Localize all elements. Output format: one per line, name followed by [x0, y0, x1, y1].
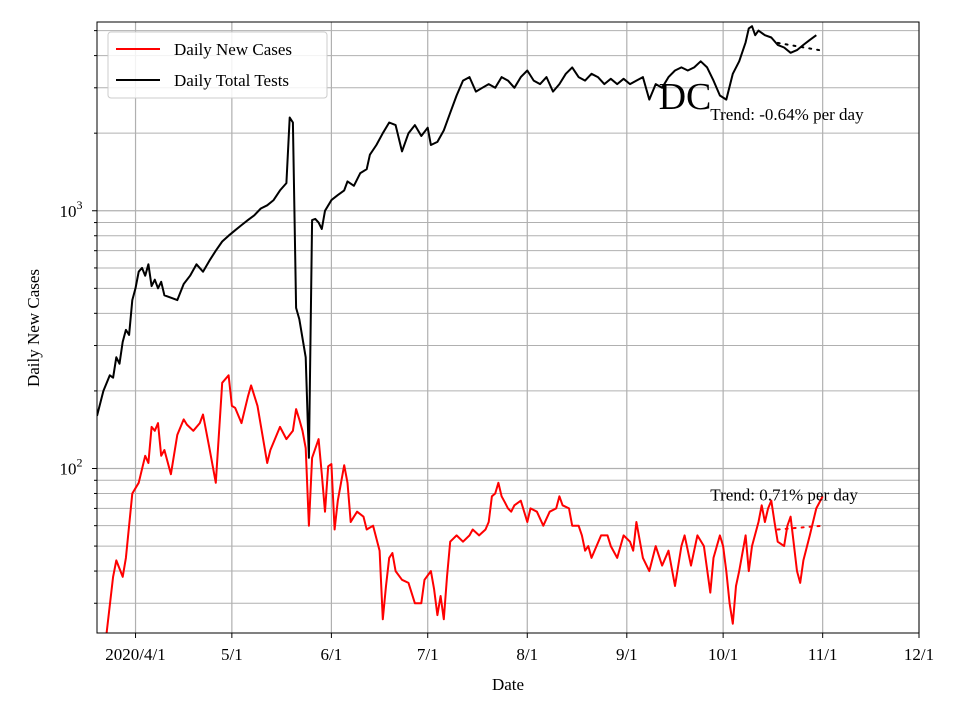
series-line-daily-new-cases: [105, 374, 824, 633]
x-tick-label: 2020/4/1: [105, 645, 165, 664]
trend-line-cases: [776, 524, 824, 531]
y-axis-label: Daily New Cases: [24, 269, 43, 387]
legend-label-daily-new-cases: Daily New Cases: [174, 40, 292, 59]
y-tick-label: 103: [60, 198, 83, 221]
x-tick-label: 8/1: [516, 645, 538, 664]
chart-title: DC: [659, 76, 712, 118]
trend-annotation-cases: Trend: 0.71% per day: [710, 486, 858, 505]
y-tick-label: 102: [60, 455, 83, 478]
x-tick-label: 11/1: [808, 645, 838, 664]
x-tick-label: 7/1: [417, 645, 439, 664]
axis-ticks: 2020/4/1 5/1 6/1 7/1 8/1 9/1 10/1 11/1 12/1 102 10…: [60, 30, 934, 664]
legend: Daily New Cases Daily Total Tests: [107, 31, 328, 99]
x-tick-label: 6/1: [321, 645, 343, 664]
x-tick-label: 5/1: [221, 645, 243, 664]
x-tick-label: 10/1: [708, 645, 738, 664]
trend-line-tests: [776, 41, 824, 52]
series-line-daily-total-tests: [97, 25, 817, 459]
trend-annotations: Trend: -0.64% per day Trend: 0.71% per da…: [710, 105, 864, 505]
legend-label-daily-total-tests: Daily Total Tests: [174, 71, 289, 90]
axes-frame: [96, 21, 920, 634]
x-tick-label: 12/1: [904, 645, 934, 664]
x-axis-label: Date: [492, 675, 524, 694]
plot-area: [97, 25, 824, 633]
x-tick-label: 9/1: [616, 645, 638, 664]
trend-annotation-tests: Trend: -0.64% per day: [710, 105, 864, 124]
legend-box: [107, 31, 328, 99]
